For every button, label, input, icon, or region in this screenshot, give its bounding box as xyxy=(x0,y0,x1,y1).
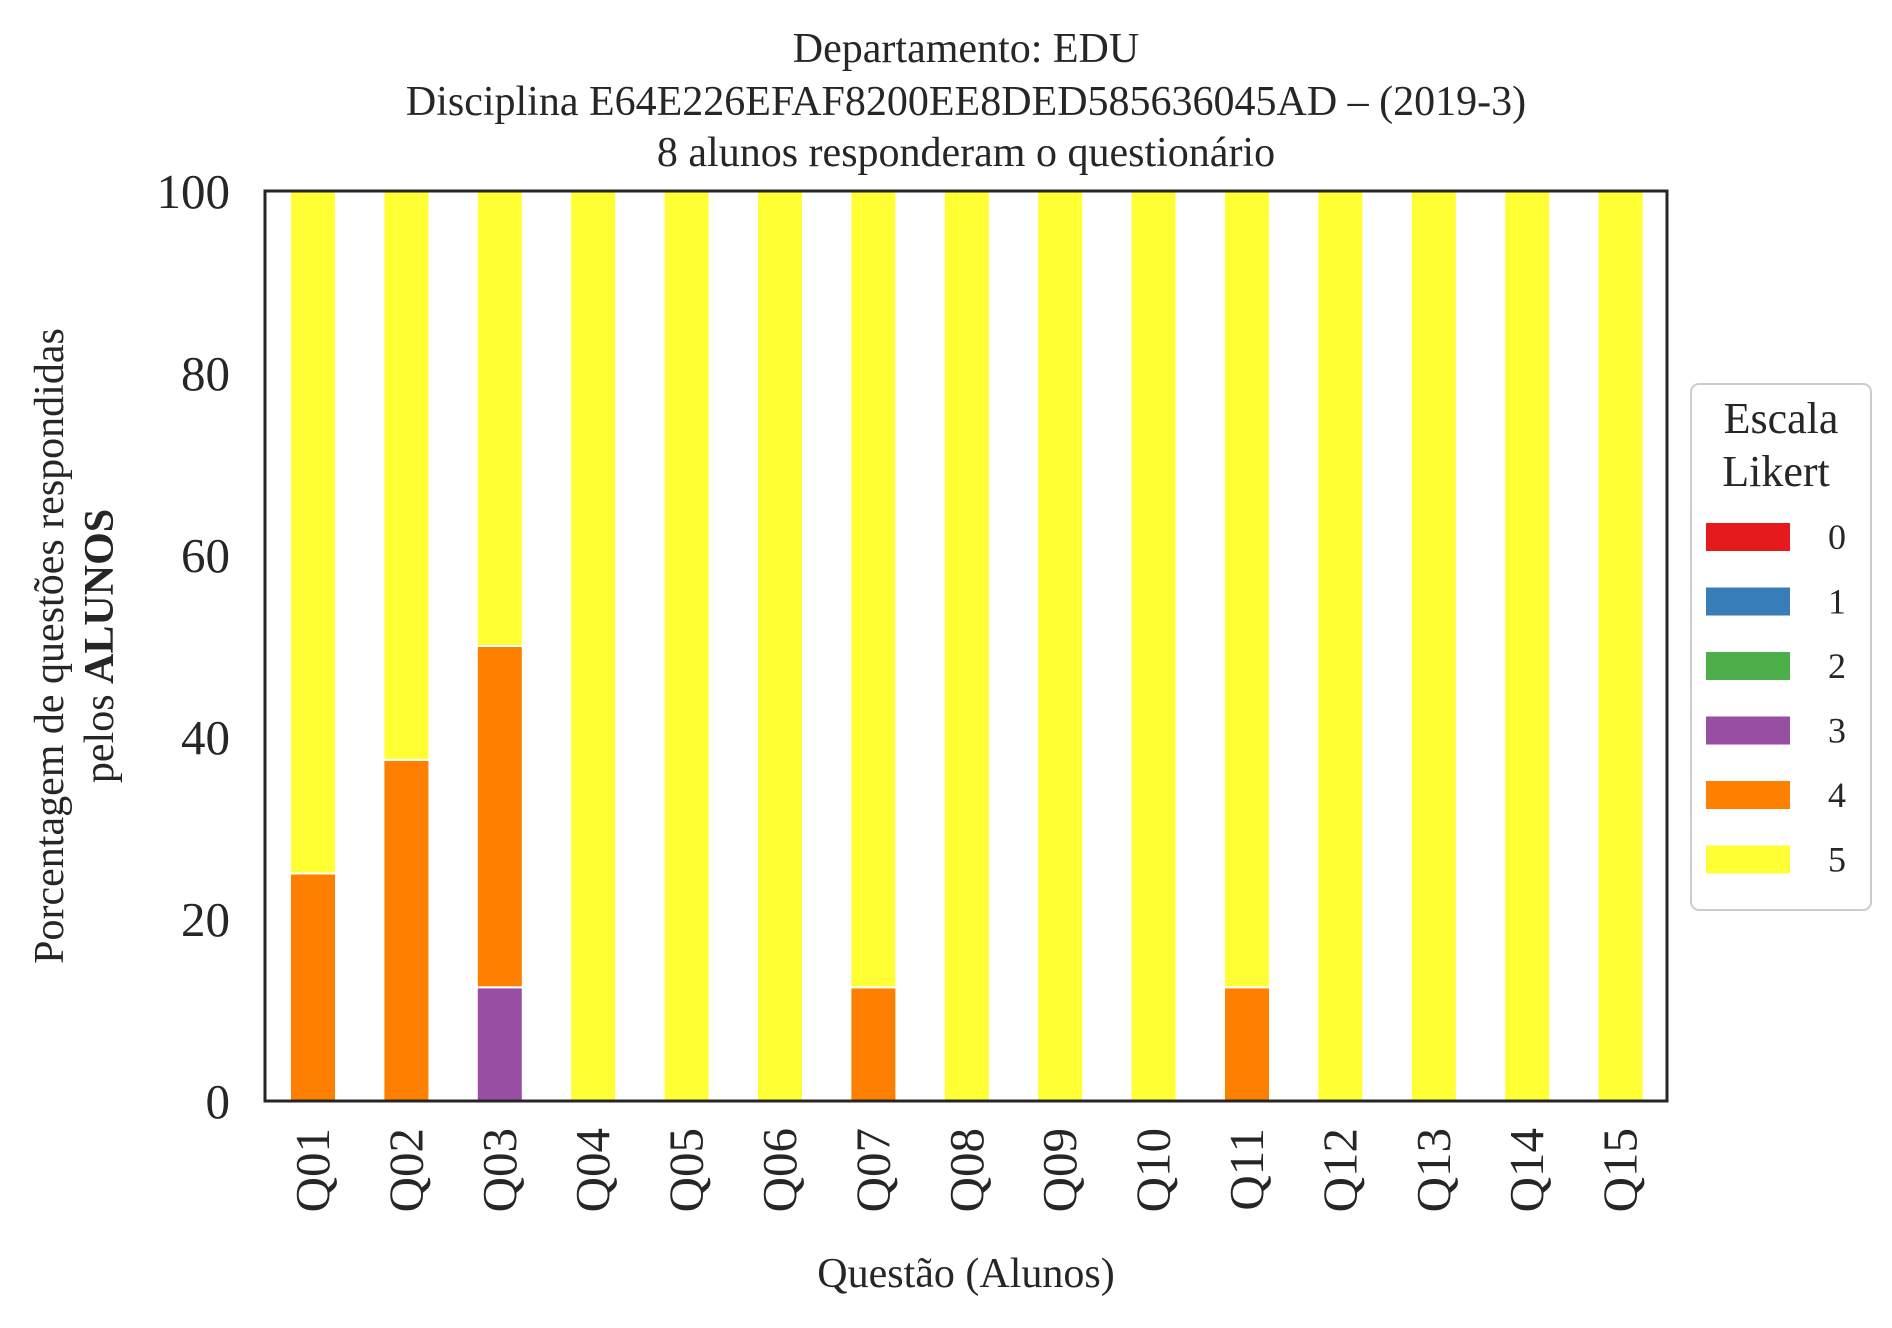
bar-q11-likert-4 xyxy=(1223,986,1271,1103)
x-tick-label-q14: Q14 xyxy=(1499,1128,1554,1212)
bar-q09-likert-5 xyxy=(1036,190,1085,1102)
legend-label-0: 0 xyxy=(1828,517,1846,557)
y-tick-label-0: 0 xyxy=(206,1074,231,1129)
bar-q06-likert-5 xyxy=(756,190,804,1102)
y-tick-label-40: 40 xyxy=(181,710,230,765)
legend-swatch-5 xyxy=(1706,845,1790,874)
legend-title-line-1: Escala xyxy=(1724,394,1839,443)
bar-q02-likert-4 xyxy=(382,758,431,1103)
x-axis-ticks: Q01 Q02 Q03 Q04 Q05 Q06 Q07 Q08 Q09 Q10 Q11 Q12 Q13 Q… xyxy=(285,1128,1648,1212)
legend-frame xyxy=(1690,383,1872,911)
bar-q05-likert-5 xyxy=(662,190,711,1102)
legend-items: 0 1 2 3 4 5 xyxy=(1706,517,1846,880)
legend-label-3: 3 xyxy=(1828,711,1846,751)
chart-title: Departamento: EDU Disciplina E64E226EFAF… xyxy=(406,26,1526,176)
chart-title-line-3: 8 alunos responderam o questionário xyxy=(657,130,1275,176)
x-tick-label-q15: Q15 xyxy=(1593,1128,1648,1212)
legend-swatch-1 xyxy=(1706,587,1790,616)
bar-q08-likert-5 xyxy=(942,190,991,1102)
y-axis-label-line-2: pelos ALUNOS xyxy=(77,509,123,783)
x-tick-label-q09: Q09 xyxy=(1032,1128,1087,1212)
legend-label-1: 1 xyxy=(1828,582,1846,622)
x-tick-label-q11: Q11 xyxy=(1219,1128,1274,1211)
x-tick-label-q03: Q03 xyxy=(472,1128,527,1212)
bars-layer xyxy=(289,190,1645,1103)
y-axis-label: Porcentagem de questões respondidas pelo… xyxy=(27,328,123,964)
bar-q03-likert-3 xyxy=(475,986,524,1103)
bar-q10-likert-5 xyxy=(1129,190,1178,1102)
y-axis-label-bold: ALUNOS xyxy=(77,509,123,684)
x-tick-label-q12: Q12 xyxy=(1312,1128,1367,1212)
x-tick-label-q01: Q01 xyxy=(285,1128,340,1212)
bar-q03-likert-4 xyxy=(475,645,524,989)
y-axis-label-prefix: pelos xyxy=(77,684,123,783)
legend-label-4: 4 xyxy=(1828,775,1846,815)
x-tick-label-q08: Q08 xyxy=(939,1128,994,1212)
y-tick-label-60: 60 xyxy=(181,528,230,583)
bar-q13-likert-5 xyxy=(1409,190,1458,1102)
bar-q01-likert-4 xyxy=(289,872,337,1102)
y-axis-label-line-1: Porcentagem de questões respondidas xyxy=(27,328,73,964)
x-tick-label-q04: Q04 xyxy=(565,1128,620,1212)
chart-title-line-2: Disciplina E64E226EFAF8200EE8DED58563604… xyxy=(406,79,1526,125)
bar-q01-likert-5 xyxy=(289,190,337,875)
x-tick-label-q13: Q13 xyxy=(1406,1128,1461,1212)
legend: Escala Likert 0 1 2 3 4 5 xyxy=(1690,383,1872,911)
bar-q14-likert-5 xyxy=(1503,190,1552,1102)
bar-q07-likert-4 xyxy=(849,986,898,1103)
x-tick-label-q02: Q02 xyxy=(378,1128,433,1212)
bar-q03-likert-5 xyxy=(475,190,524,647)
bar-q07-likert-5 xyxy=(849,190,898,989)
legend-label-2: 2 xyxy=(1828,646,1846,686)
bar-q02-likert-5 xyxy=(382,190,431,761)
x-tick-label-q05: Q05 xyxy=(659,1128,714,1212)
legend-swatch-0 xyxy=(1706,523,1790,551)
legend-label-5: 5 xyxy=(1828,840,1846,880)
bar-q11-likert-5 xyxy=(1223,190,1271,989)
y-axis-ticks: 0 20 40 60 80 100 xyxy=(157,164,231,1129)
x-tick-label-q06: Q06 xyxy=(752,1128,807,1212)
bar-q12-likert-5 xyxy=(1316,190,1365,1102)
legend-swatch-2 xyxy=(1706,652,1790,680)
chart-title-line-1: Departamento: EDU xyxy=(793,26,1139,72)
x-axis-label: Questão (Alunos) xyxy=(817,1251,1114,1297)
legend-title-line-2: Likert xyxy=(1722,447,1830,496)
y-tick-label-100: 100 xyxy=(157,164,231,219)
legend-swatch-3 xyxy=(1706,716,1790,745)
plot-frame xyxy=(263,189,1669,1103)
x-tick-label-q07: Q07 xyxy=(845,1128,900,1212)
y-tick-label-80: 80 xyxy=(181,346,230,401)
bar-q04-likert-5 xyxy=(569,190,618,1102)
y-tick-label-20: 20 xyxy=(181,892,230,947)
x-tick-label-q10: Q10 xyxy=(1126,1128,1181,1212)
legend-swatch-4 xyxy=(1706,781,1790,809)
bar-q15-likert-5 xyxy=(1596,190,1645,1102)
